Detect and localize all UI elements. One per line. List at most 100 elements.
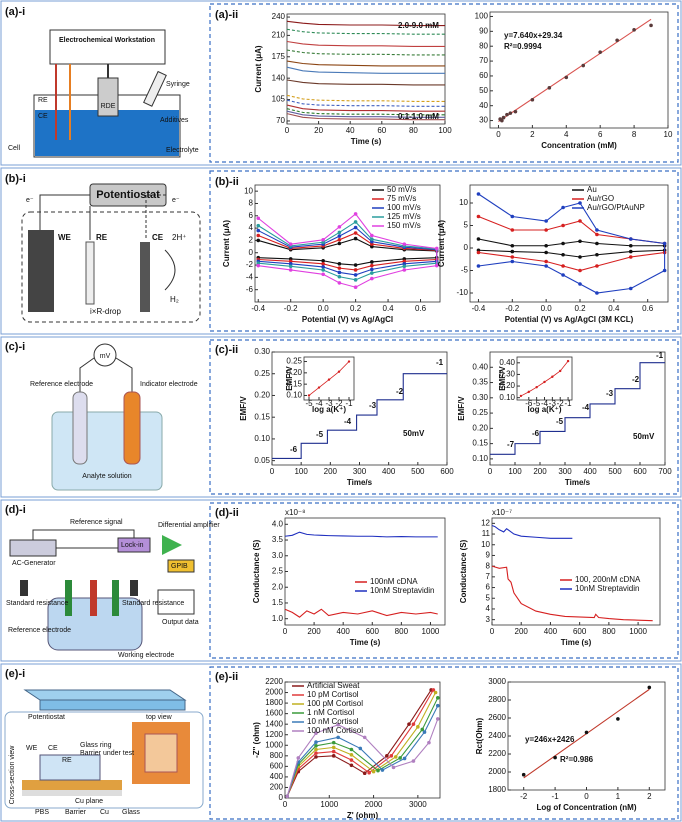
y-tick-label: 1000	[265, 740, 283, 749]
data-point	[402, 257, 407, 261]
y-tick-label: 0.15	[472, 439, 488, 448]
data-point	[544, 228, 548, 232]
data-point	[433, 690, 438, 695]
panel-frame	[209, 170, 679, 332]
legend-label: 100nM cDNA	[370, 577, 418, 586]
annotation: 50mV	[633, 432, 655, 441]
x-tick-label: 200	[515, 627, 529, 636]
y-tick-label: -4	[246, 272, 254, 281]
y-tick-label: 40	[479, 101, 488, 110]
diagram-d: Reference signal AC-Generator Lock-in Di…	[6, 519, 220, 659]
data-point	[362, 771, 367, 776]
x-tick-label: 700	[658, 467, 672, 476]
data-point	[476, 192, 481, 196]
data-point	[476, 214, 481, 219]
cu-plane	[22, 780, 122, 790]
x-tick-label: 100	[508, 467, 522, 476]
x-tick-label: 200	[533, 467, 547, 476]
row-frame	[0, 0, 682, 166]
series-line	[284, 531, 438, 538]
series-line	[491, 524, 573, 539]
data-point	[331, 749, 336, 754]
data-point	[510, 259, 515, 264]
data-point	[551, 375, 554, 378]
label: Potentiostat	[96, 189, 160, 201]
data-point	[314, 755, 318, 759]
legend-label: Au/rGO/PtAuNP	[587, 203, 645, 212]
x-axis-label: Potential (V) vs Ag/AgCl	[302, 315, 393, 324]
series-line	[286, 20, 445, 27]
x-tick-label: -5	[533, 399, 541, 408]
data-point	[628, 237, 633, 241]
data-point	[370, 237, 374, 241]
data-point	[337, 266, 342, 270]
x-tick-label: 400	[583, 467, 597, 476]
label: RE	[62, 757, 72, 764]
data-point	[353, 263, 358, 267]
data-point	[296, 756, 301, 760]
data-point	[505, 112, 509, 117]
label: Differential amplifier	[158, 522, 220, 529]
y-tick-label: 0.15	[254, 412, 270, 421]
data-point	[337, 225, 342, 229]
data-point	[353, 273, 358, 277]
y-tick-label: 0.15	[286, 379, 302, 388]
annotation: -3	[369, 401, 377, 410]
data-point	[476, 264, 481, 268]
y-tick-label: 400	[270, 772, 284, 781]
data-point	[389, 754, 394, 758]
annotation: -1	[656, 351, 664, 360]
series-line	[286, 66, 445, 74]
data-point	[353, 212, 358, 216]
we-electrode	[28, 230, 54, 312]
data-point	[288, 242, 293, 246]
label: Standard resistance	[122, 600, 184, 607]
data-point	[553, 755, 557, 760]
data-point	[561, 273, 565, 277]
data-point	[314, 747, 318, 752]
x-tick-label: 400	[337, 627, 351, 636]
data-point	[561, 205, 565, 210]
data-point	[385, 754, 389, 758]
x-tick-label: -1	[565, 399, 573, 408]
x-tick-label: 1000	[422, 627, 440, 636]
y-tick-label: 0	[249, 248, 254, 257]
electrode	[65, 580, 72, 616]
label: CE	[38, 113, 48, 120]
x-tick-label: -5	[305, 399, 313, 408]
panel-label: (e)-i	[5, 668, 25, 680]
label: WE	[26, 745, 38, 752]
data-point	[321, 268, 325, 272]
meter	[93, 343, 117, 367]
diagram-a: Electrochemical Workstation RE CE RDE Sy…	[8, 29, 199, 158]
data-point	[595, 228, 599, 232]
data-point	[402, 268, 407, 272]
y-tick-label: 2800	[488, 695, 506, 704]
y-tick-label: 5	[486, 593, 491, 602]
y-tick-label: 2	[249, 236, 254, 245]
label: CE	[48, 745, 58, 752]
data-point	[527, 390, 530, 394]
data-point	[331, 740, 336, 745]
data-point	[337, 241, 342, 246]
data-point	[337, 238, 342, 242]
annotation: 2.0-9.0 mM	[398, 21, 439, 30]
y-tick-label: 0.30	[499, 370, 515, 379]
y-tick-label: 9	[486, 551, 491, 560]
series-line	[286, 28, 445, 35]
x-tick-label: 0.4	[608, 304, 620, 313]
x-axis-label: Potential (V) vs Ag/AgCl (3M KCL)	[505, 315, 634, 324]
data-point	[513, 109, 518, 114]
y-tick-label: 0.25	[286, 357, 302, 366]
y-tick-label: 3.0	[272, 551, 284, 560]
x-tick-label: 1000	[320, 800, 338, 809]
data-point	[391, 765, 396, 770]
x-tick-label: 200	[324, 467, 338, 476]
y-tick-label: 1.5	[272, 598, 284, 607]
row-frame	[0, 499, 682, 662]
y-tick-label: 70	[479, 56, 488, 65]
x-tick-label: 200	[307, 627, 321, 636]
panel-label: (d)-i	[5, 504, 26, 516]
x-tick-label: -3	[325, 399, 333, 408]
legend-label: 10 pM Cortisol	[307, 690, 359, 699]
